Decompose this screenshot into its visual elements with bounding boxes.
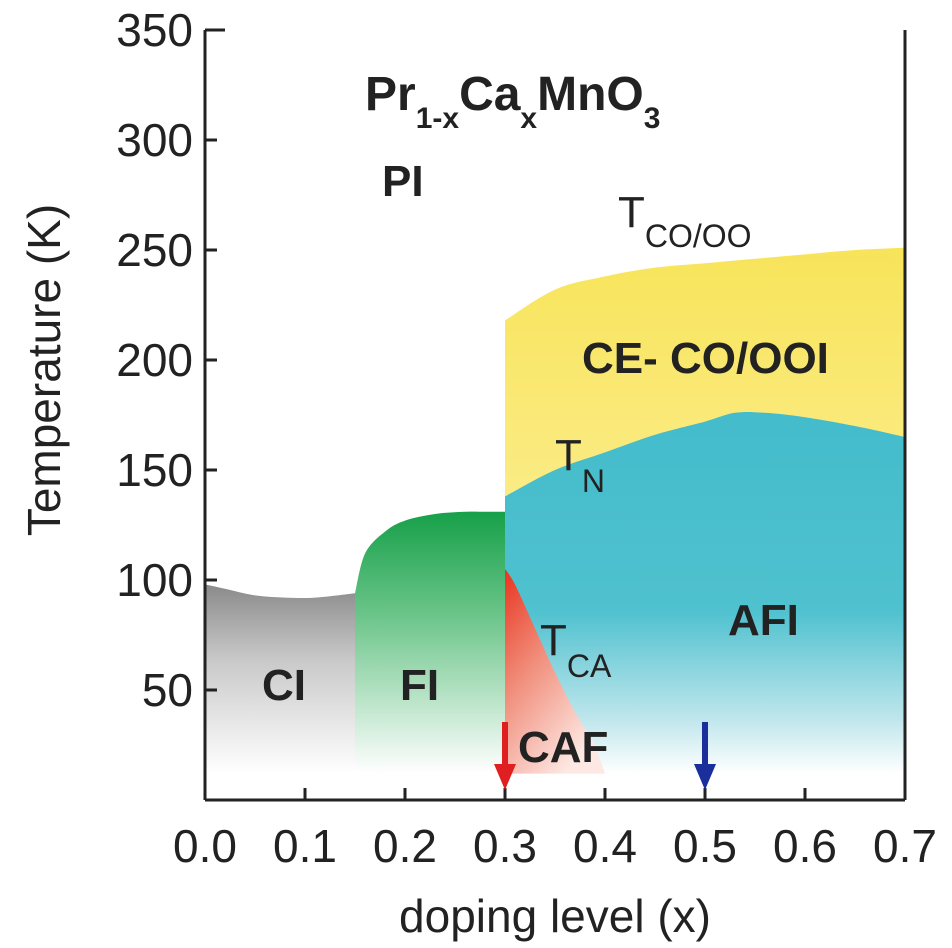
- region-label-ce: CE- CO/OOI: [582, 334, 829, 383]
- y-tick-label: 150: [116, 444, 193, 496]
- transition-label-tn: TN: [555, 431, 605, 499]
- x-tick-label: 0.7: [873, 820, 937, 872]
- x-tick-label: 0.3: [473, 820, 537, 872]
- doping-arrow-0: [494, 722, 516, 790]
- region-label-ci: CI: [262, 661, 306, 710]
- x-tick-label: 0.5: [673, 820, 737, 872]
- y-tick-label: 50: [142, 664, 193, 716]
- y-axis-title: Temperature (K): [18, 204, 70, 536]
- doping-markers: [494, 722, 716, 790]
- region-label-pi: PI: [382, 157, 424, 206]
- transition-label-tco: TCO/OO: [618, 188, 752, 254]
- x-axis-title: doping level (x): [399, 890, 711, 942]
- x-tick-label: 0.2: [373, 820, 437, 872]
- x-tick-label: 0.1: [273, 820, 337, 872]
- y-tick-label: 100: [116, 554, 193, 606]
- region-label-fi: FI: [400, 661, 439, 710]
- y-tick-label: 250: [116, 224, 193, 276]
- axes: 0.0 0.1 0.2 0.3 0.4 0.5 0.6 0.7 50 100 150 200 250 30…: [116, 4, 937, 872]
- region-label-caf: CAF: [518, 723, 608, 772]
- x-tick-label: 0.0: [173, 820, 237, 872]
- transition-label-tca: TCA: [540, 616, 612, 684]
- y-tick-label: 200: [116, 334, 193, 386]
- region-afi: [505, 411, 905, 774]
- region-label-afi: AFI: [728, 596, 799, 645]
- x-tick-label: 0.4: [573, 820, 637, 872]
- x-tick-label: 0.6: [773, 820, 837, 872]
- region-fi: [355, 511, 505, 774]
- doping-arrow-1: [694, 722, 716, 790]
- y-tick-label: 350: [116, 4, 193, 56]
- phase-regions: [205, 247, 905, 774]
- region-caf: [505, 569, 605, 774]
- compound-formula: Pr1-xCaxMnO3: [365, 68, 660, 135]
- region-ci: [205, 584, 355, 774]
- y-tick-label: 300: [116, 114, 193, 166]
